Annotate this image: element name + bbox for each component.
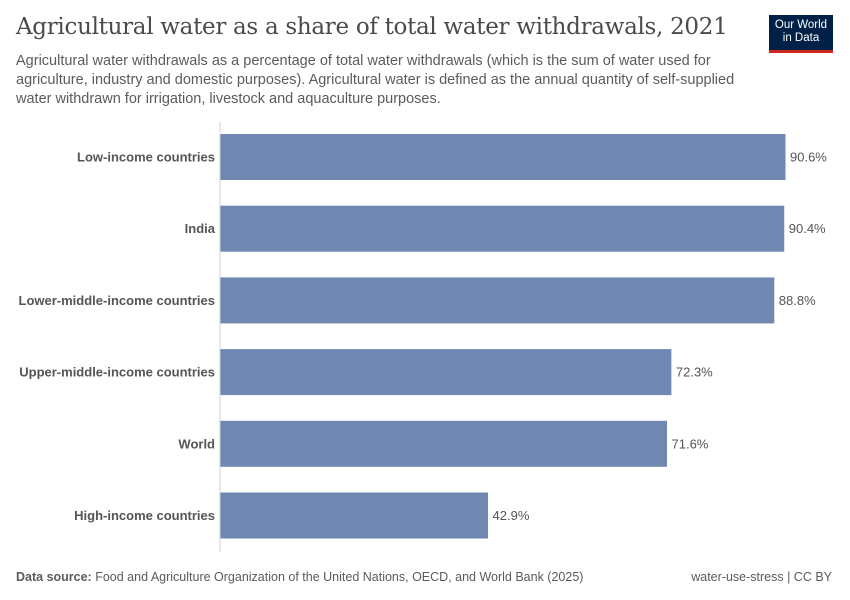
source-text[interactable]: Food and Agriculture Organization of the…	[95, 570, 584, 584]
bar[interactable]	[220, 349, 672, 396]
logo-line2: in Data	[782, 32, 820, 44]
bar[interactable]	[220, 205, 785, 252]
value-label: 72.3%	[676, 365, 713, 380]
source-label: Data source:	[16, 570, 92, 584]
category-label: Low-income countries	[77, 150, 215, 165]
footer-license[interactable]: water-use-stress | CC BY	[691, 570, 832, 584]
category-label: Lower-middle-income countries	[19, 293, 215, 308]
bar[interactable]	[220, 134, 786, 180]
value-label: 90.4%	[789, 221, 826, 236]
logo-line1: Our World	[774, 19, 828, 31]
bar[interactable]	[220, 492, 489, 539]
value-label: 71.6%	[672, 436, 709, 451]
owid-logo[interactable]: Our World in Data	[769, 15, 833, 53]
bar[interactable]	[220, 277, 775, 324]
category-label: World	[178, 436, 215, 451]
value-label: 42.9%	[493, 508, 530, 523]
chart-subtitle: Agricultural water withdrawals as a perc…	[16, 53, 735, 107]
category-label: High-income countries	[74, 508, 215, 523]
category-label: India	[185, 221, 216, 236]
data-source: Data source: Food and Agriculture Organi…	[16, 570, 583, 584]
value-label: 90.6%	[790, 150, 827, 165]
value-label: 88.8%	[779, 293, 816, 308]
bar[interactable]	[220, 420, 668, 467]
category-label: Upper-middle-income countries	[19, 365, 215, 380]
chart-title: Agricultural water as a share of total w…	[16, 14, 728, 40]
